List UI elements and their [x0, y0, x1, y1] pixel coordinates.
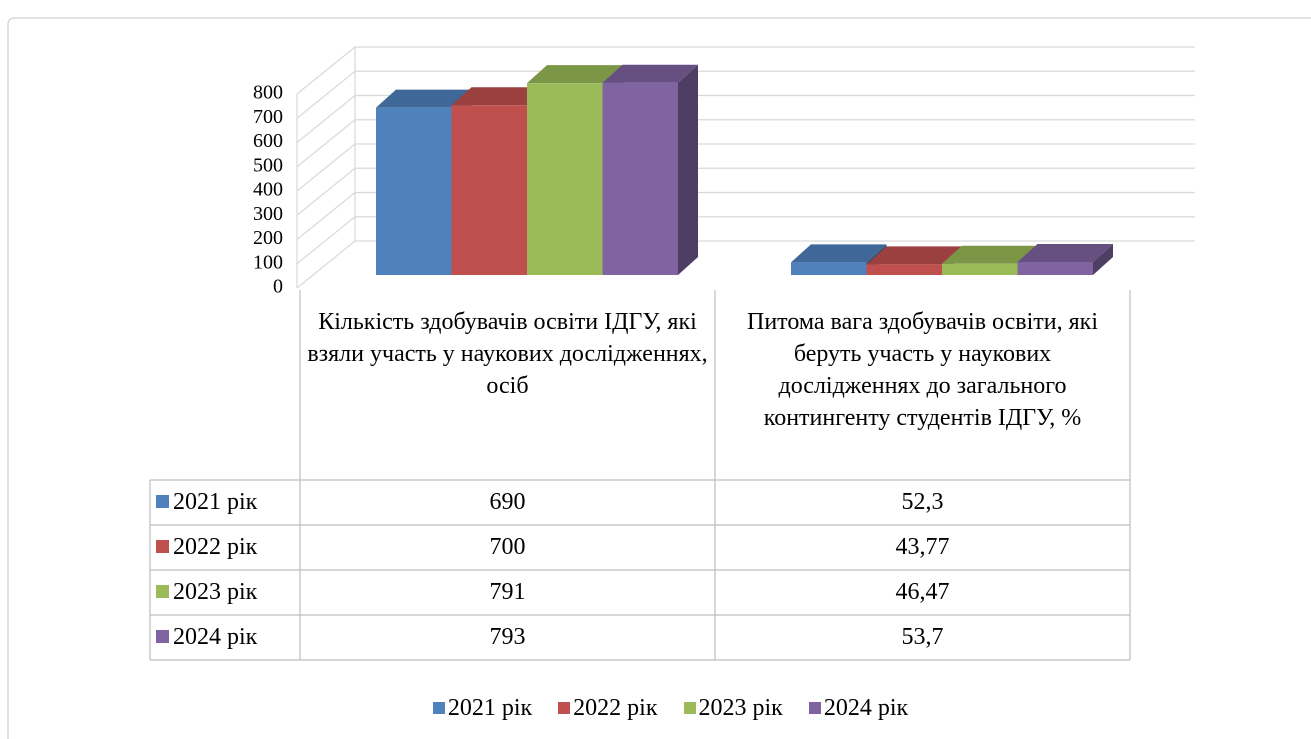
chart-border: [7, 17, 1311, 739]
y-tick-label: 100: [253, 251, 283, 273]
bar: [866, 264, 942, 275]
bar-top: [1017, 243, 1113, 262]
bar: [527, 83, 603, 276]
legend-key: [156, 495, 169, 508]
table-value: 793: [489, 624, 526, 650]
bar-top: [376, 89, 472, 108]
legend-label: 2023 рік: [698, 695, 783, 721]
legend-item: 2021 рік: [432, 695, 533, 722]
bar-side: [1093, 243, 1113, 275]
bar-top: [791, 244, 887, 263]
table-value: 791: [489, 579, 526, 605]
bar-top: [451, 87, 547, 106]
table-series-cell: 2024 рік: [150, 615, 300, 660]
legend-item: 2024 рік: [808, 695, 909, 722]
table-value: 52,3: [901, 489, 944, 515]
table-value: 46,47: [895, 579, 950, 605]
y-tick-label: 0: [273, 276, 283, 298]
legend-key: [156, 630, 169, 643]
y-tick-label: 300: [253, 203, 283, 225]
category-header: Кількість здобувачів освіти ІДГУ, які вз…: [307, 309, 708, 399]
table-value: 43,77: [895, 534, 950, 560]
grid-line: [296, 46, 1195, 95]
table-value: 700: [489, 534, 526, 560]
legend-item: 2023 рік: [683, 695, 783, 722]
series-name: 2023 рік: [173, 579, 258, 605]
legend-key: [156, 540, 169, 553]
bar-top: [942, 245, 1038, 264]
bar-top: [602, 64, 698, 83]
legend-label: 2024 рік: [823, 695, 909, 721]
table-series-cell: 2022 рік: [150, 525, 300, 570]
bar: [791, 262, 867, 275]
y-tick-label: 700: [253, 106, 283, 128]
series-name: 2022 рік: [173, 534, 258, 560]
y-tick-label: 400: [253, 179, 283, 201]
bar: [376, 107, 452, 275]
series-name: 2021 рік: [173, 489, 258, 515]
table-value: 690: [489, 489, 526, 515]
table-series-cell: 2021 рік: [150, 480, 300, 525]
legend-label: 2021 рік: [447, 695, 533, 721]
legend-key: [683, 702, 696, 714]
bar-side: [678, 64, 698, 275]
legend-key: [156, 585, 169, 598]
bar: [1017, 261, 1093, 275]
legend-label: 2022 рік: [573, 695, 658, 721]
bar-top: [527, 65, 623, 84]
y-tick-label: 800: [253, 82, 283, 104]
legend-key: [432, 702, 445, 714]
legend-key: [558, 702, 571, 714]
legend-key: [808, 702, 821, 714]
bar: [451, 105, 527, 275]
bar-top: [866, 246, 962, 265]
y-tick-label: 600: [253, 130, 283, 152]
y-tick-label: 200: [253, 227, 283, 249]
bar: [602, 82, 678, 275]
series-name: 2024 рік: [173, 624, 258, 650]
y-tick-label: 500: [253, 154, 283, 176]
legend-item: 2022 рік: [558, 695, 658, 722]
bar: [942, 263, 1018, 275]
category-header: Питома вага здобувачів освіти, які берут…: [746, 309, 1098, 431]
legend: 2021 рік 2022 рік 2023 рік 2024 рік: [0, 695, 1311, 722]
table-value: 53,7: [901, 624, 944, 650]
table-series-cell: 2023 рік: [150, 570, 300, 615]
